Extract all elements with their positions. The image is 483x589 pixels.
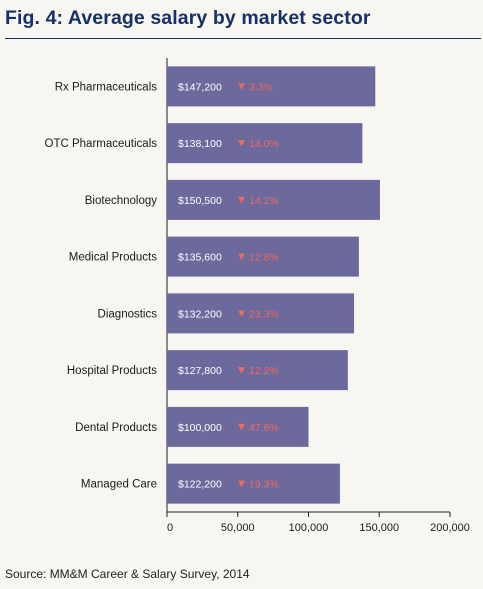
change-label: 3.3% [249,81,273,93]
down-triangle-icon [238,423,245,431]
bar [167,293,355,334]
bar-value-label: $150,500 [178,195,222,207]
bar [167,123,363,164]
bar [167,66,376,107]
down-triangle-icon [238,83,245,90]
x-tick-label: 200,000 [430,522,470,534]
down-triangle-icon [238,196,245,204]
category-label: Dental Products [75,422,157,434]
down-triangle-icon [238,253,245,261]
bar-value-label: $100,000 [178,422,222,434]
category-label: Rx Pharmaceuticals [55,81,158,93]
bar-value-label: $138,100 [178,138,222,150]
bar-value-label: $147,200 [178,81,222,93]
bar-value-label: $132,200 [178,308,222,320]
bar-value-label: $127,800 [178,365,222,377]
bar [167,179,380,220]
x-tick-label: 150,000 [359,522,399,534]
chart-title: Fig. 4: Average salary by market sector [5,7,371,29]
change-label: 14.0% [249,138,279,150]
bar-value-label: $135,600 [178,252,222,264]
category-label: Diagnostics [98,308,158,320]
change-label: 14.2% [249,195,279,207]
down-triangle-icon [238,480,245,488]
x-tick-label: 50,000 [221,522,255,534]
change-label: 23.3% [249,308,279,320]
category-label: Medical Products [69,252,157,264]
category-label: Biotechnology [85,195,157,207]
change-label: 47.6% [249,422,279,434]
down-triangle-icon [238,310,245,317]
bar [167,463,340,504]
down-triangle-icon [238,367,245,374]
title-divider [5,38,481,39]
source-note: Source: MM&M Career & Salary Survey, 201… [5,567,250,581]
x-tick-label: 100,000 [289,522,329,534]
down-triangle-icon [238,140,245,147]
change-label: 12.8% [249,252,279,264]
category-label: Managed Care [81,479,157,491]
change-label: 19.3% [249,479,279,491]
bar [167,350,348,391]
category-label: OTC Pharmaceuticals [45,138,158,150]
x-tick-label: 0 [167,522,173,534]
bar [167,236,359,277]
bar [167,406,309,447]
category-label: Hospital Products [67,365,157,377]
change-label: 12.2% [249,365,279,377]
bar-value-label: $122,200 [178,479,222,491]
